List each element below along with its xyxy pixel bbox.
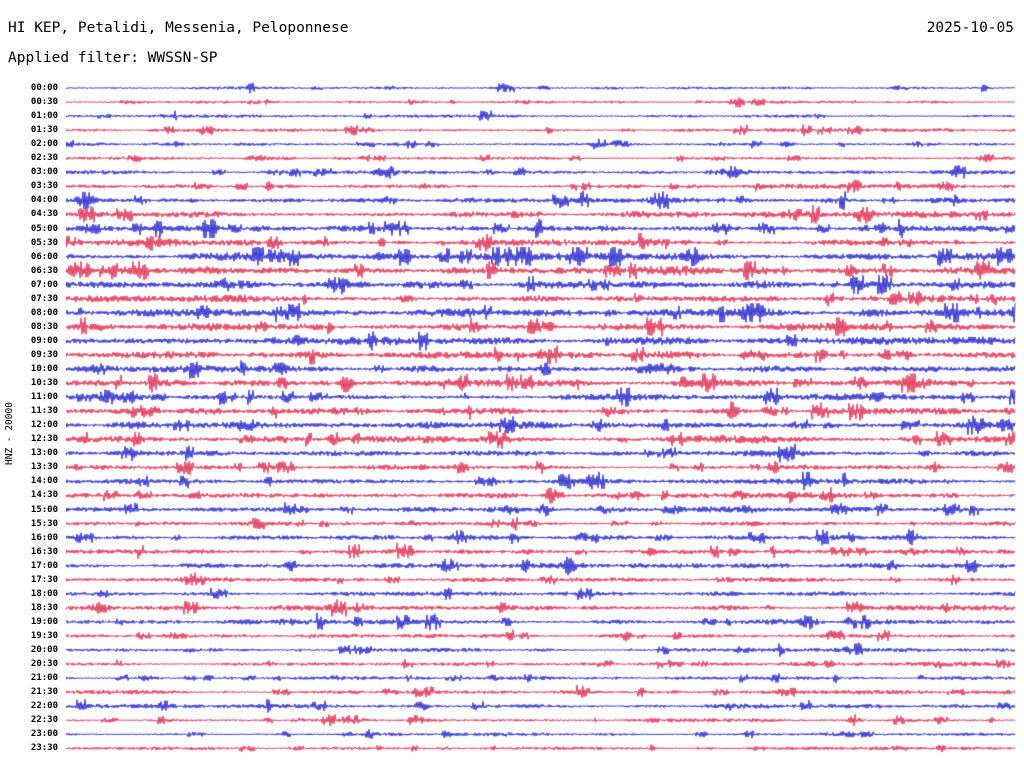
time-label: 21:00 (30, 673, 58, 684)
time-label: 11:30 (30, 406, 58, 417)
time-label: 09:30 (30, 349, 58, 360)
date-label: 2025-10-05 (926, 20, 1014, 36)
time-label: 07:30 (30, 293, 58, 304)
time-label: 16:00 (30, 532, 58, 543)
time-label: 22:00 (30, 701, 58, 712)
time-label: 07:00 (30, 279, 58, 290)
time-label: 21:30 (30, 687, 58, 698)
time-label: 04:00 (30, 195, 58, 206)
time-label: 23:00 (30, 729, 58, 740)
time-label: 12:30 (30, 434, 58, 445)
time-label: 20:00 (30, 645, 58, 655)
time-label: 17:30 (30, 574, 58, 585)
time-label: 01:00 (30, 111, 58, 122)
time-label: 23:30 (30, 743, 58, 754)
time-label: 15:30 (30, 518, 58, 529)
time-label: 09:00 (30, 335, 58, 346)
time-label: 02:00 (30, 139, 58, 150)
time-label: 18:00 (30, 588, 58, 599)
filter-label: Applied filter: WWSSN-SP (8, 50, 218, 66)
time-label: 05:00 (30, 223, 58, 234)
time-label: 14:00 (30, 476, 58, 487)
time-label: 19:30 (30, 630, 58, 641)
time-label: 13:00 (30, 448, 58, 459)
time-label: 12:00 (30, 420, 58, 431)
time-label: 18:30 (30, 602, 58, 613)
seismogram-canvas (66, 80, 1016, 775)
time-label: 00:30 (30, 97, 58, 108)
time-label: 08:00 (30, 307, 58, 318)
time-label: 06:00 (30, 251, 58, 262)
time-label: 06:30 (30, 265, 58, 276)
time-label: 10:30 (30, 378, 58, 389)
time-label: 08:30 (30, 321, 58, 332)
time-label: 10:00 (30, 364, 58, 374)
time-label: 22:30 (30, 715, 58, 726)
time-label: 16:30 (30, 546, 58, 557)
time-label: 03:30 (30, 181, 58, 192)
time-label: 17:00 (30, 560, 58, 571)
time-label: 01:30 (30, 125, 58, 136)
time-label: 02:30 (30, 153, 58, 164)
time-label: 15:00 (30, 504, 58, 515)
time-label: 04:30 (30, 209, 58, 220)
time-labels: 00:00 00:30 01:00 01:30 02:00 02:30 03:00 03:30… (0, 0, 62, 780)
time-label: 14:30 (30, 490, 58, 501)
time-label: 03:00 (30, 167, 58, 178)
time-label: 11:00 (30, 392, 58, 403)
time-label: 05:30 (30, 237, 58, 248)
time-label: 20:30 (30, 659, 58, 670)
station-title: HI KEP, Petalidi, Messenia, Peloponnese (8, 20, 349, 36)
time-label: 13:30 (30, 462, 58, 473)
time-label: 00:00 (30, 83, 58, 93)
time-label: 19:00 (30, 616, 58, 627)
